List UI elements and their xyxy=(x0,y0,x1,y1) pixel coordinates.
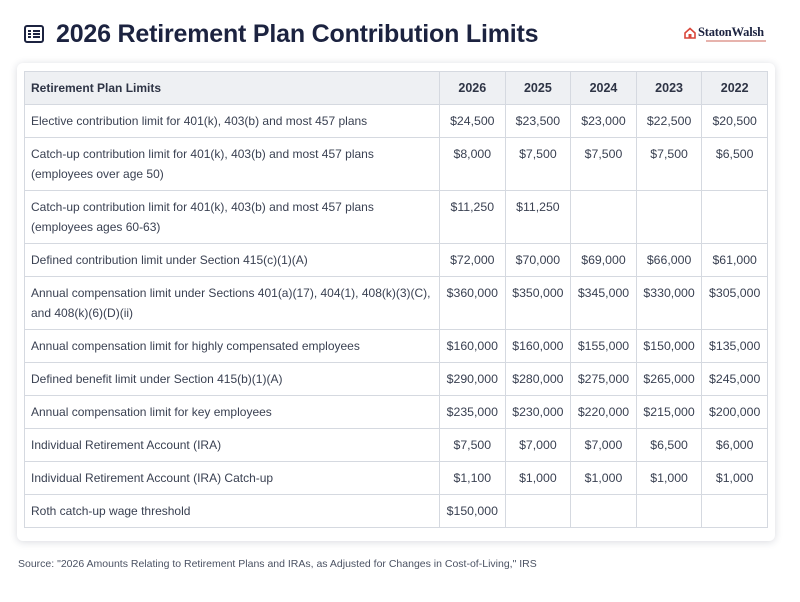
row-label: Roth catch-up wage threshold xyxy=(24,494,440,528)
table-row: Roth catch-up wage threshold $150,000 xyxy=(24,494,768,528)
cell-value: $1,000 xyxy=(570,461,637,495)
cell-value: $280,000 xyxy=(504,362,572,396)
cell-value: $22,500 xyxy=(635,104,703,138)
row-label: Elective contribution limit for 401(k), … xyxy=(24,104,440,138)
house-logo-icon xyxy=(684,27,696,39)
cell-value: $150,000 xyxy=(439,494,506,528)
cell-value: $7,000 xyxy=(570,428,637,462)
cell-value xyxy=(570,494,637,528)
cell-value: $235,000 xyxy=(439,395,506,429)
cell-value: $265,000 xyxy=(635,362,703,396)
cell-value: $200,000 xyxy=(701,395,768,429)
row-label: Catch-up contribution limit for 401(k), … xyxy=(24,137,440,191)
cell-value: $23,500 xyxy=(504,104,572,138)
cell-value: $290,000 xyxy=(439,362,506,396)
cell-value: $11,250 xyxy=(504,190,572,244)
column-header-year: 2024 xyxy=(570,71,637,105)
table-row: Elective contribution limit for 401(k), … xyxy=(24,104,768,138)
cell-value: $1,000 xyxy=(504,461,572,495)
page-header: 2026 Retirement Plan Contribution Limits… xyxy=(22,18,782,52)
row-label: Individual Retirement Account (IRA) xyxy=(24,428,440,462)
cell-value: $6,500 xyxy=(635,428,703,462)
table-row: Catch-up contribution limit for 401(k), … xyxy=(24,137,768,191)
cell-value xyxy=(504,494,572,528)
cell-value: $1,000 xyxy=(701,461,768,495)
cell-value: $350,000 xyxy=(504,276,572,330)
cell-value xyxy=(570,190,637,244)
source-note: Source: "2026 Amounts Relating to Retire… xyxy=(18,558,537,570)
cell-value: $20,500 xyxy=(701,104,768,138)
limits-table-card: Retirement Plan Limits 2026 2025 2024 20… xyxy=(17,63,775,541)
row-label: Individual Retirement Account (IRA) Catc… xyxy=(24,461,440,495)
cell-value: $7,500 xyxy=(439,428,506,462)
brand-tagline-mark xyxy=(706,40,766,42)
column-header-year: 2025 xyxy=(504,71,572,105)
cell-value: $215,000 xyxy=(635,395,703,429)
brand-logo: StatonWalsh xyxy=(684,25,774,48)
row-label: Annual compensation limit under Sections… xyxy=(24,276,440,330)
row-label: Annual compensation limit for highly com… xyxy=(24,329,440,363)
table-row: Individual Retirement Account (IRA) $7,5… xyxy=(24,428,768,462)
table-row: Defined contribution limit under Section… xyxy=(24,243,768,277)
row-label: Catch-up contribution limit for 401(k), … xyxy=(24,190,440,244)
cell-value: $220,000 xyxy=(570,395,637,429)
column-header-label: Retirement Plan Limits xyxy=(24,71,440,105)
cell-value xyxy=(635,494,703,528)
cell-value: $305,000 xyxy=(701,276,768,330)
cell-value: $155,000 xyxy=(570,329,637,363)
cell-value xyxy=(701,190,768,244)
cell-value: $360,000 xyxy=(439,276,506,330)
table-row: Annual compensation limit under Sections… xyxy=(24,276,768,330)
cell-value: $7,500 xyxy=(635,137,703,191)
cell-value: $23,000 xyxy=(570,104,637,138)
cell-value: $8,000 xyxy=(439,137,506,191)
cell-value: $69,000 xyxy=(570,243,637,277)
cell-value: $275,000 xyxy=(570,362,637,396)
cell-value: $1,100 xyxy=(439,461,506,495)
table-row: Catch-up contribution limit for 401(k), … xyxy=(24,190,768,244)
cell-value: $72,000 xyxy=(439,243,506,277)
column-header-year: 2026 xyxy=(439,71,506,105)
cell-value: $7,000 xyxy=(504,428,572,462)
cell-value: $150,000 xyxy=(635,329,703,363)
cell-value: $61,000 xyxy=(701,243,768,277)
cell-value: $230,000 xyxy=(504,395,572,429)
cell-value: $7,500 xyxy=(504,137,572,191)
table-list-icon xyxy=(24,25,44,43)
table-row: Individual Retirement Account (IRA) Catc… xyxy=(24,461,768,495)
cell-value: $6,500 xyxy=(701,137,768,191)
cell-value: $7,500 xyxy=(570,137,637,191)
cell-value: $160,000 xyxy=(439,329,506,363)
cell-value xyxy=(701,494,768,528)
table-row: Annual compensation limit for key employ… xyxy=(24,395,768,429)
cell-value: $345,000 xyxy=(570,276,637,330)
cell-value: $11,250 xyxy=(439,190,506,244)
brand-name: StatonWalsh xyxy=(698,25,764,39)
table-row: Defined benefit limit under Section 415(… xyxy=(24,362,768,396)
table-row: Annual compensation limit for highly com… xyxy=(24,329,768,363)
table-header-row: Retirement Plan Limits 2026 2025 2024 20… xyxy=(24,71,768,105)
column-header-year: 2022 xyxy=(701,71,768,105)
cell-value: $66,000 xyxy=(635,243,703,277)
column-header-year: 2023 xyxy=(635,71,703,105)
row-label: Annual compensation limit for key employ… xyxy=(24,395,440,429)
cell-value: $330,000 xyxy=(635,276,703,330)
cell-value: $160,000 xyxy=(504,329,572,363)
row-label: Defined contribution limit under Section… xyxy=(24,243,440,277)
cell-value: $24,500 xyxy=(439,104,506,138)
page-title: 2026 Retirement Plan Contribution Limits xyxy=(56,20,539,48)
cell-value: $6,000 xyxy=(701,428,768,462)
cell-value xyxy=(635,190,703,244)
cell-value: $1,000 xyxy=(635,461,703,495)
cell-value: $135,000 xyxy=(701,329,768,363)
row-label: Defined benefit limit under Section 415(… xyxy=(24,362,440,396)
cell-value: $70,000 xyxy=(504,243,572,277)
cell-value: $245,000 xyxy=(701,362,768,396)
limits-table: Retirement Plan Limits 2026 2025 2024 20… xyxy=(24,71,768,528)
